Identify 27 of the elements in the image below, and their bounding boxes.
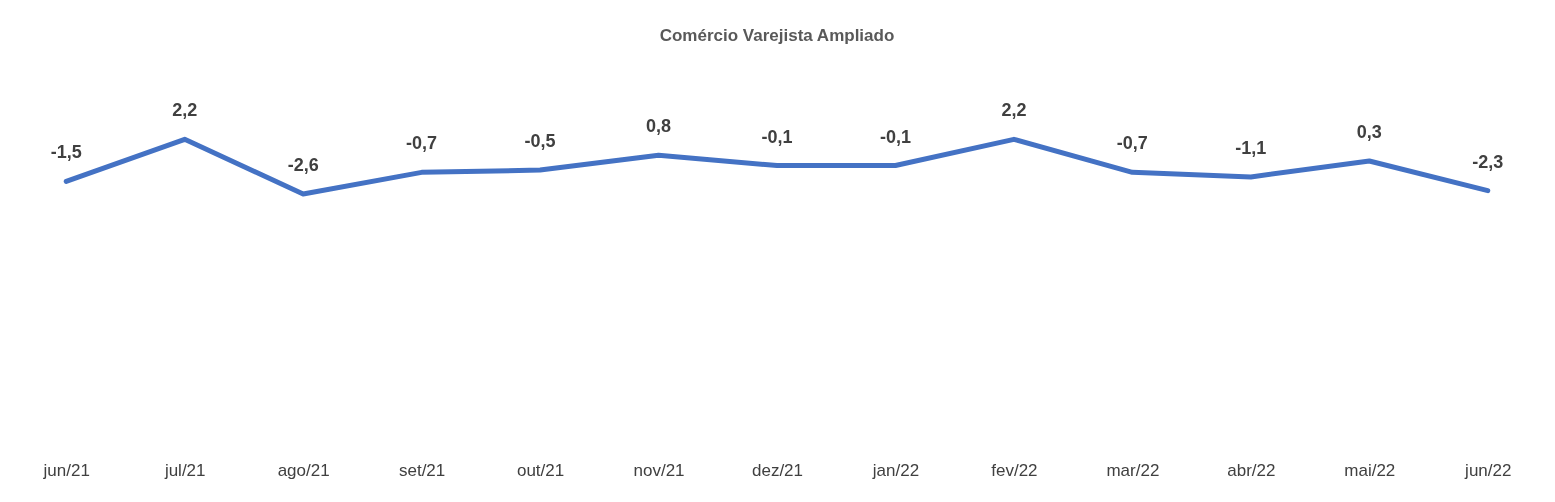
data-label: 0,8 xyxy=(646,116,672,137)
data-label: -0,7 xyxy=(1116,133,1148,154)
x-tick-label: fev/22 xyxy=(991,460,1038,480)
data-label: -2,3 xyxy=(1472,151,1504,172)
data-label: -0,1 xyxy=(879,126,911,147)
x-tick-label: jun/21 xyxy=(42,460,90,480)
data-label: 2,2 xyxy=(172,100,198,121)
data-label: 2,2 xyxy=(1001,100,1027,121)
x-tick-label: mar/22 xyxy=(1106,460,1160,480)
x-tick-label: jun/22 xyxy=(1464,460,1512,480)
x-tick-label: abr/22 xyxy=(1227,460,1276,480)
x-tick-label: jul/21 xyxy=(163,460,206,480)
data-label: -1,5 xyxy=(50,142,82,163)
data-label: -1,1 xyxy=(1235,137,1267,158)
x-tick-label: out/21 xyxy=(516,460,565,480)
chart-title: Comércio Varejista Ampliado xyxy=(659,26,895,45)
data-label: -2,6 xyxy=(287,155,319,175)
x-tick-label: ago/21 xyxy=(277,460,330,480)
x-tick-label: dez/21 xyxy=(751,460,804,480)
x-tick-label: jan/22 xyxy=(871,460,920,480)
data-label: -0,5 xyxy=(524,131,556,152)
x-tick-label: nov/21 xyxy=(633,460,685,480)
data-label: -0,1 xyxy=(761,126,793,147)
x-tick-label: mai/22 xyxy=(1344,460,1396,480)
data-label: -0,7 xyxy=(406,133,438,154)
x-tick-label: set/21 xyxy=(398,460,446,480)
data-label: 0,3 xyxy=(1356,121,1382,142)
